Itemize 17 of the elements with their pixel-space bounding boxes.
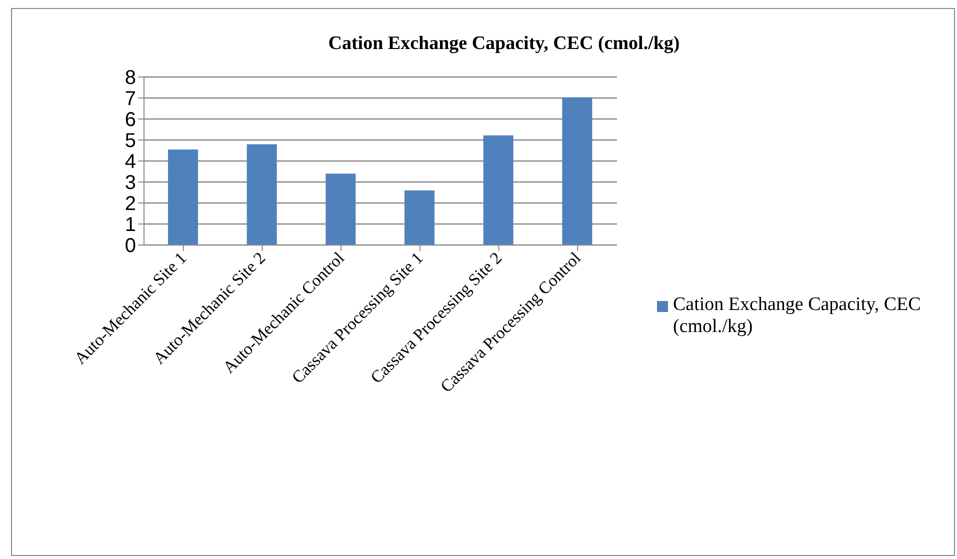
chart-title: Cation Exchange Capacity, CEC (cmol./kg) <box>327 33 681 55</box>
bar <box>326 174 356 245</box>
y-tick-label: 8 <box>124 67 136 90</box>
legend-label: Cation Exchange Capacity, CEC (cmol./kg) <box>673 294 922 338</box>
y-tick-label: 6 <box>124 109 136 132</box>
y-tick-label: 3 <box>124 172 136 194</box>
bar <box>168 149 198 245</box>
y-tick-label: 4 <box>124 151 136 174</box>
y-tick-label: 0 <box>124 235 136 258</box>
y-tick-label: 1 <box>124 214 136 236</box>
bar <box>404 190 434 245</box>
y-tick-label: 7 <box>124 88 136 110</box>
y-tick-label: 5 <box>124 130 136 152</box>
bar <box>246 144 277 245</box>
y-tick-label: 2 <box>124 193 136 216</box>
bar <box>483 135 514 245</box>
bar <box>562 97 592 245</box>
